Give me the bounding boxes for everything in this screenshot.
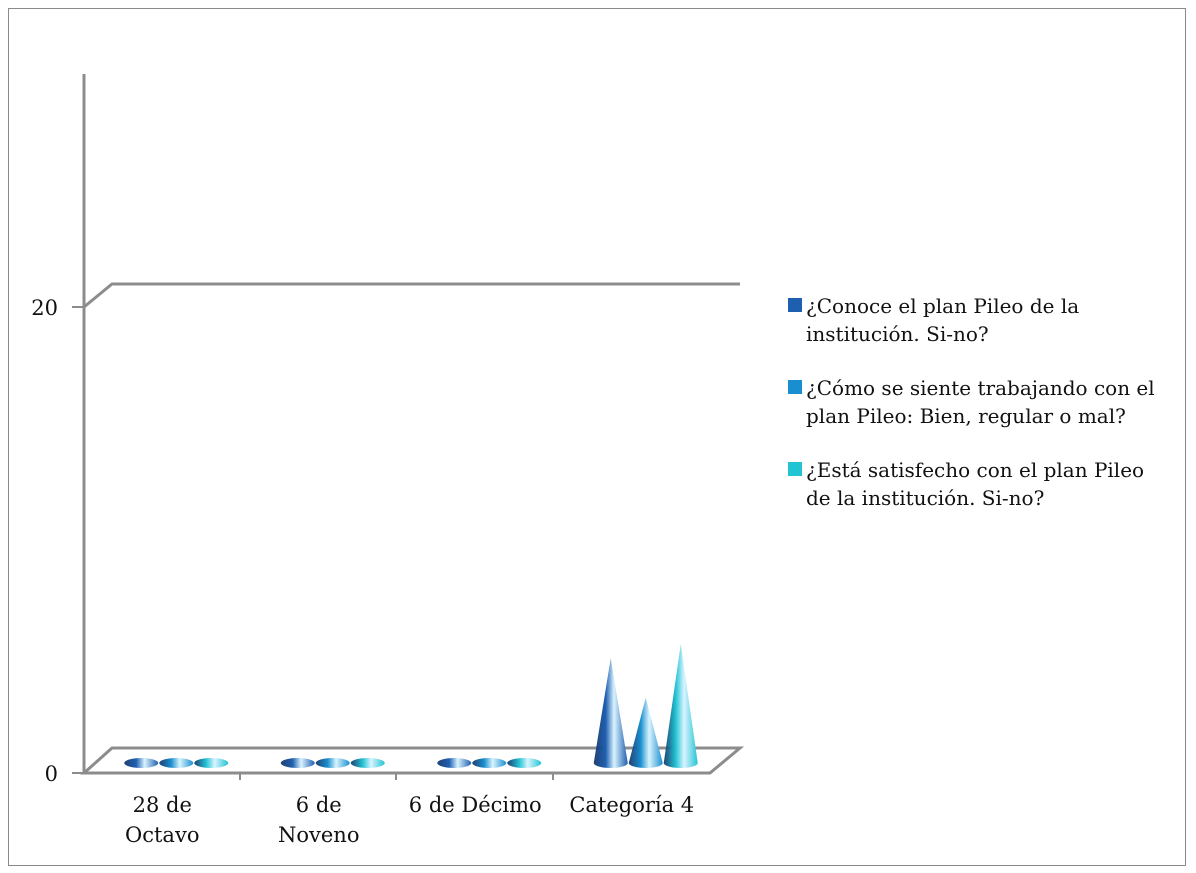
cone-mark: [628, 697, 663, 768]
legend-label: ¿Cómo se siente trabajando con el plan P…: [806, 376, 1155, 428]
legend-swatch: [788, 380, 802, 394]
legend-label: ¿Está satisfecho con el plan Pileo de la…: [806, 458, 1145, 510]
cone-mark: [472, 758, 507, 768]
legend-label: ¿Conoce el plan Pileo de la institución.…: [806, 294, 1080, 346]
cone-mark: [593, 658, 628, 768]
x-tick-label: 6 de Noveno: [278, 793, 359, 847]
cone-mark: [124, 758, 159, 768]
cone-mark: [280, 758, 315, 768]
legend-item: ¿Está satisfecho con el plan Pileo de la…: [788, 456, 1168, 512]
cone-mark: [663, 644, 698, 768]
legend-swatch: [788, 462, 802, 476]
y-tick-label: 0: [45, 762, 58, 786]
gridline-20: [83, 282, 740, 309]
y-tick-label: 20: [31, 296, 58, 320]
cone-mark: [437, 758, 472, 768]
x-tick-label: 6 de Décimo: [409, 793, 542, 817]
legend-item: ¿Cómo se siente trabajando con el plan P…: [788, 374, 1168, 430]
legend-item: ¿Conoce el plan Pileo de la institución.…: [788, 292, 1168, 348]
chart-legend: ¿Conoce el plan Pileo de la institución.…: [788, 292, 1168, 538]
x-tick-label: Categoría 4: [569, 793, 694, 817]
cone-mark: [159, 758, 194, 768]
cone-mark: [350, 758, 385, 768]
cone-mark: [315, 758, 350, 768]
x-tick-label: 28 de Octavo: [125, 793, 199, 847]
legend-swatch: [788, 298, 802, 312]
cone-mark: [507, 758, 542, 768]
chart-frame: [8, 8, 1186, 866]
cone-mark: [194, 758, 229, 768]
